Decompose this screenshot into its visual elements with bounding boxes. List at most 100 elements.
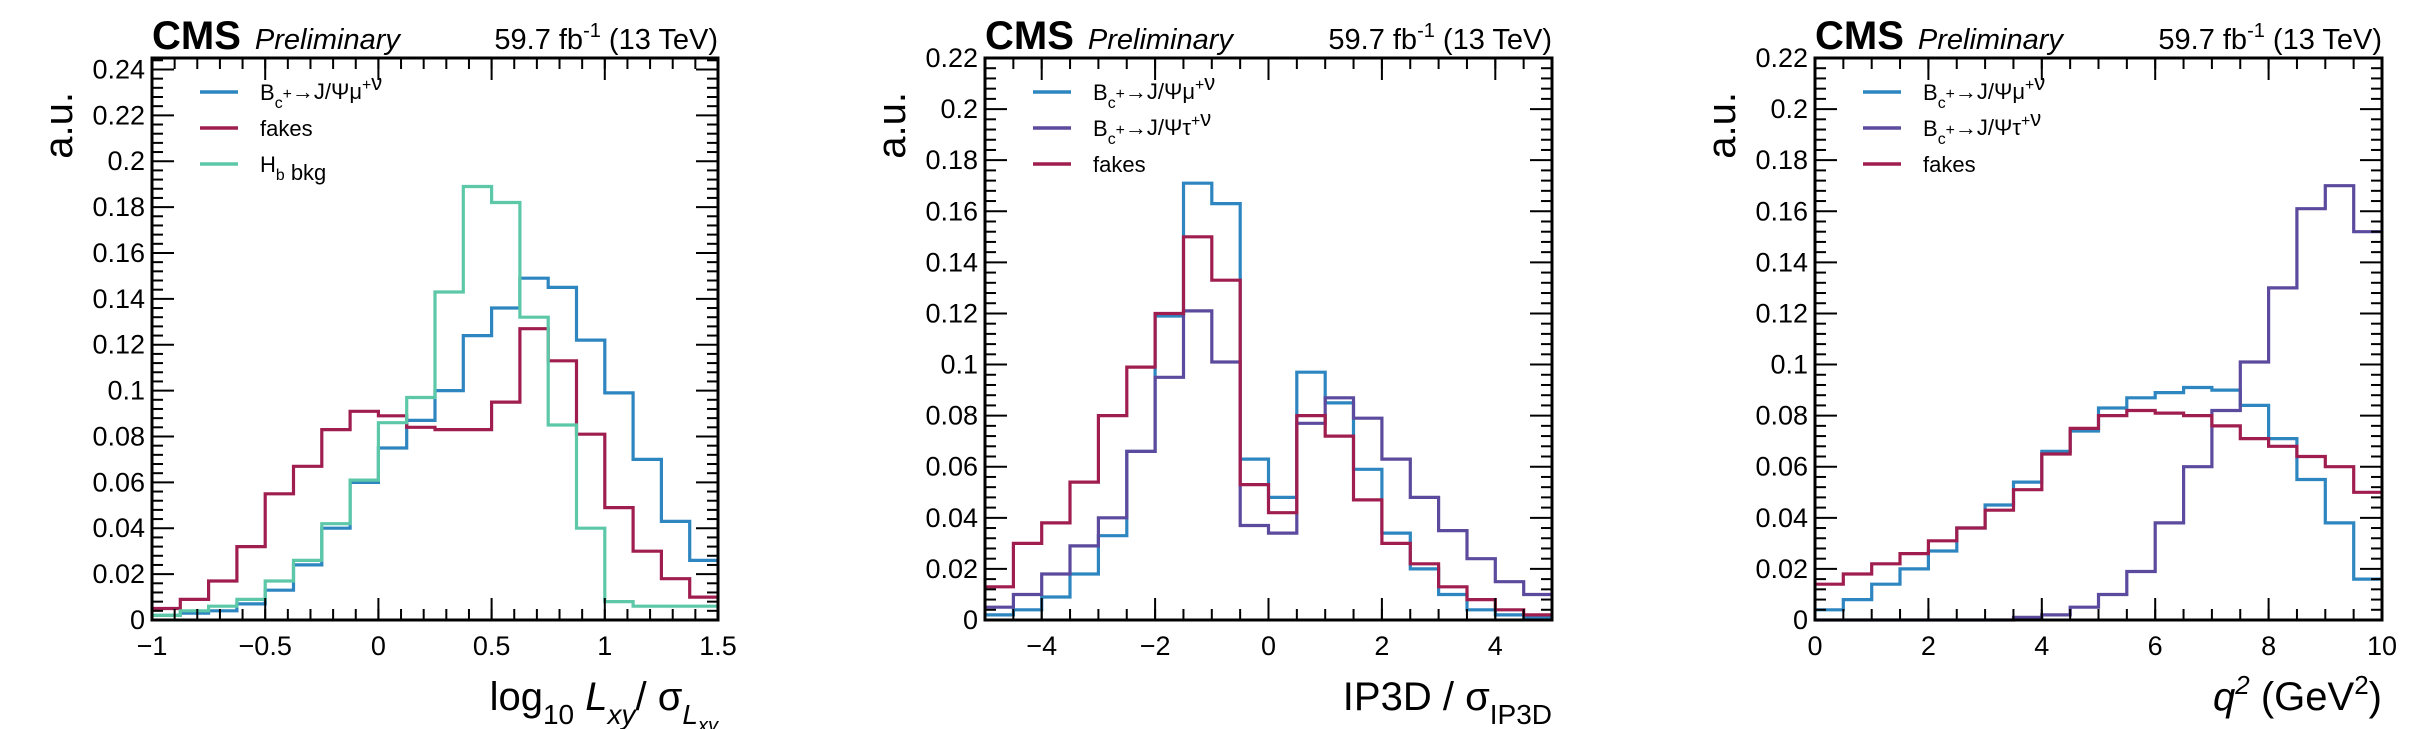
cms-label: CMS [152,14,241,58]
legend-entry-label: Bc+→J/Ψμ+ν [260,70,382,112]
plot-frame [1813,56,2384,622]
y-tick-label: 0.18 [1755,145,1808,175]
y-tick-label: 0.1 [107,376,145,406]
y-tick-label: 0.16 [925,196,978,226]
legend-entry-label: Bc+→J/Ψμ+ν [1923,70,2045,112]
y-tick-label: 0.08 [925,401,978,431]
legend-entry-label: Bc+→J/Ψτ+ν [1093,106,1211,148]
y-tick-label: 0.2 [1770,94,1808,124]
x-tick-label: 4 [2034,631,2049,661]
histogram-series-2 [985,309,1552,609]
y-axis-label: a.u. [870,92,914,159]
cms-label: CMS [985,14,1074,58]
x-axis-label: log10 Lxy/ σLxy [490,675,719,729]
legend-text-part: →J/Ψμ [1125,79,1195,104]
legend-text-part: B [1923,116,1938,141]
y-tick-label: 0.04 [925,503,978,533]
histogram-series-2 [152,327,718,611]
histogram-series-3 [985,235,1552,617]
legend-text-part: ν [2030,106,2041,131]
y-tick-label: 0.16 [1755,196,1808,226]
x-tick-label: 10 [2367,631,2397,661]
y-axis-label: a.u. [37,92,81,159]
y-tick-label: 0.2 [940,94,978,124]
legend-entry-label: fakes [1923,152,1976,177]
legend-text-part: →J/Ψτ [1125,115,1191,140]
y-tick-label: 0.14 [1755,247,1808,277]
legend-entry-label: fakes [260,116,313,141]
legend-text-part: bkg [285,160,327,185]
chart-panel-1: 0 0.02 0.04 0.06 0.08 0.1 0.12 0.14 0.16 0.18 0.2 0… [37,14,737,729]
legend-text-part: ν [2034,70,2045,95]
x-tick-label: 2 [1921,631,1936,661]
x-tick-label: 0 [371,631,386,661]
y-axis-label: a.u. [1700,92,1744,159]
legend-text-part: →J/Ψμ [1955,79,2025,104]
y-tick-label: 0.22 [92,100,145,130]
legend-text-part: →J/Ψτ [1955,115,2021,140]
x-tick-label: −4 [1026,631,1057,661]
y-tick-label: 0.08 [1755,401,1808,431]
x-tick-label: 8 [2261,631,2276,661]
preliminary-label: Preliminary [1088,24,1235,56]
x-tick-label: 1.5 [699,631,737,661]
legend-text-part: B [1093,116,1108,141]
y-tick-label: 0.06 [925,452,978,482]
y-tick-label: 0.12 [1755,298,1808,328]
lumi-label: 59.7 fb-1 (13 TeV) [2158,20,2382,56]
lumi-label: 59.7 fb-1 (13 TeV) [494,20,718,56]
x-tick-label: 1 [597,631,612,661]
y-tick-label: 0 [963,605,978,635]
x-tick-label: −2 [1140,631,1171,661]
x-axis-label: q2 (GeV2) [2213,670,2382,719]
y-tick-label: 0.1 [940,350,978,380]
x-tick-label: −1 [137,631,168,661]
x-tick-label: 0 [1261,631,1276,661]
legend-text-part: ν [1204,70,1215,95]
y-tick-label: 0.14 [925,247,978,277]
y-tick-label: 0.12 [925,298,978,328]
y-tick-label: 0.02 [925,554,978,584]
histogram-series-1 [152,276,718,617]
plot-frame [150,56,720,622]
x-axis-label: IP3D / σIP3D [1343,675,1552,729]
histogram-series-1 [985,181,1552,619]
x-tick-label: 0.5 [473,631,511,661]
legend-text-part: fakes [1923,152,1976,177]
legend-text-part: ν [1200,106,1211,131]
header: CMS Preliminary [985,14,1234,58]
cms-label: CMS [1815,14,1904,58]
y-tick-label: 0.04 [92,513,145,543]
y-tick-label: 0.22 [1755,43,1808,73]
y-tick-label: 0.08 [92,421,145,451]
x-tick-label: 6 [2148,631,2163,661]
legend-text-part: fakes [1093,152,1146,177]
x-tick-label: 4 [1488,631,1503,661]
y-tick-label: 0.1 [1770,350,1808,380]
y-tick-label: 0.2 [107,146,145,176]
y-tick-label: 0.24 [92,54,145,84]
chart-panel-2: 0 0.02 0.04 0.06 0.08 0.1 0.12 0.14 0.16 0.18 0.2 0… [870,14,1554,729]
legend-entry-label: Hb bkg [260,152,326,185]
y-tick-label: 0.18 [92,192,145,222]
y-tick-label: 0.02 [92,559,145,589]
y-tick-label: 0.14 [92,284,145,314]
y-tick-label: 0 [130,605,145,635]
chart-panel-3: 0 0.02 0.04 0.06 0.08 0.1 0.12 0.14 0.16 0.18 0.2 0… [1700,14,2397,719]
histogram-series-3 [152,184,718,617]
y-tick-label: 0.12 [92,330,145,360]
lumi-label: 59.7 fb-1 (13 TeV) [1328,20,1552,56]
legend-text-part: H [260,152,276,177]
legend-entry-label: Bc+→J/Ψμ+ν [1093,70,1215,112]
legend-entry-label: Bc+→J/Ψτ+ν [1923,106,2041,148]
header: CMS Preliminary [1815,14,2064,58]
x-tick-label: 0 [1807,631,1822,661]
y-tick-label: 0.06 [1755,452,1808,482]
legend-text-part: B [260,80,275,105]
y-tick-label: 0.18 [925,145,978,175]
y-tick-label: 0.02 [1755,554,1808,584]
legend-entry-label: fakes [1093,152,1146,177]
legend-text-part: fakes [260,116,313,141]
histogram-series-3 [1815,408,2382,586]
